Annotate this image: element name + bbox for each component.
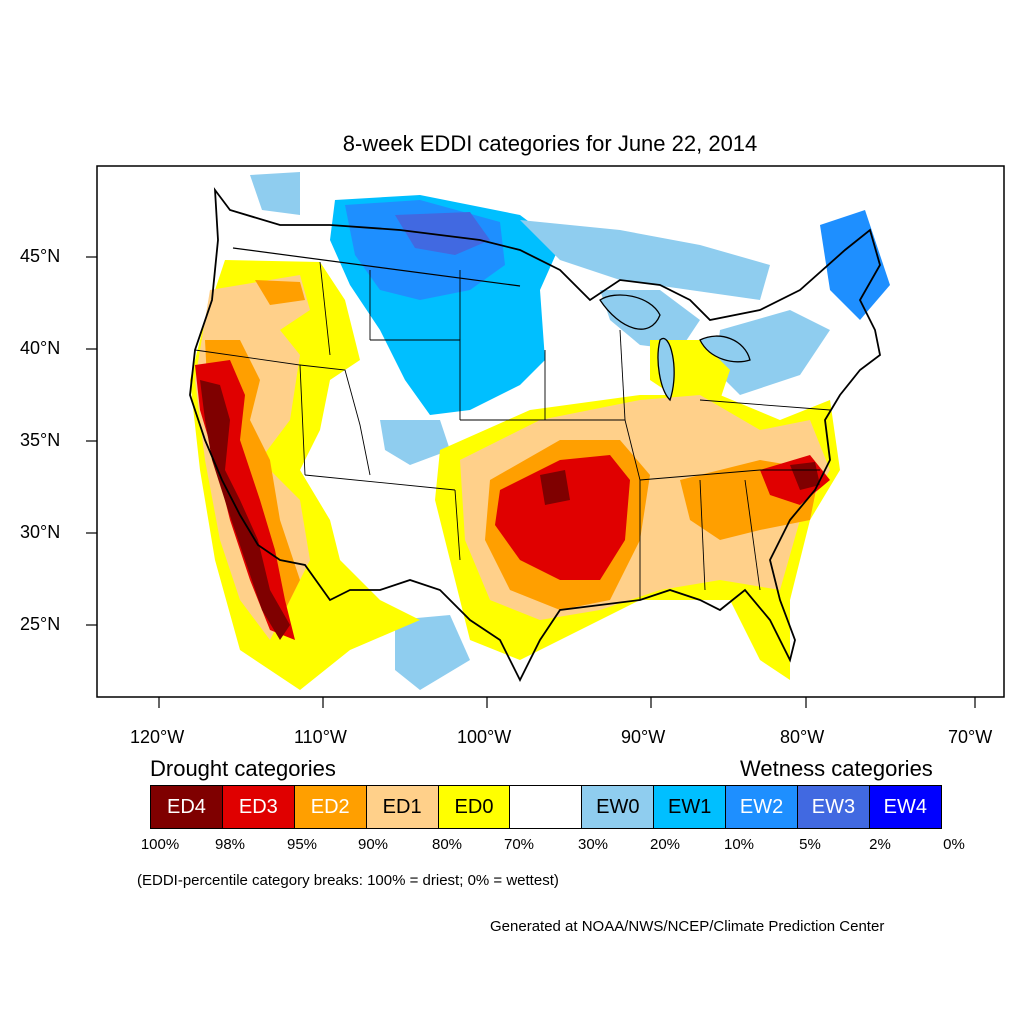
legend-normal	[509, 785, 583, 829]
break-70: 70%	[503, 836, 535, 853]
legend-ed0: ED0	[437, 785, 511, 829]
credit-line: Generated at NOAA/NWS/NCEP/Climate Predi…	[490, 918, 885, 935]
wet-area-canada-bc	[250, 172, 300, 215]
map-frame	[96, 165, 1005, 698]
lon-label-120: 120°W	[130, 727, 185, 747]
break-95: 95%	[286, 836, 318, 853]
drought-ed2-oregon	[255, 280, 305, 305]
break-2: 2%	[869, 836, 891, 853]
drought-ed4-nc	[790, 462, 820, 490]
legend-color-bar: ED4 ED3 ED2 ED1 ED0 EW0 EW1 EW2 EW3 EW4	[150, 785, 942, 829]
legend-ew1: EW1	[653, 785, 727, 829]
drought-heading: Drought categories	[150, 756, 336, 781]
great-lakes	[599, 294, 751, 402]
legend-ew0: EW0	[581, 785, 655, 829]
lon-ticks	[158, 697, 976, 708]
wet-area-colorado	[380, 420, 450, 465]
legend-ed3: ED3	[221, 785, 295, 829]
wet-area-ne-ew0	[715, 310, 830, 395]
us-canada-border	[232, 247, 521, 287]
wet-area-mexico	[395, 615, 470, 690]
lat-ticks	[86, 256, 97, 626]
lat-label-45: 45°N	[20, 246, 61, 266]
break-100: 100%	[140, 836, 180, 853]
lat-label-25: 25°N	[20, 614, 61, 634]
wet-area-ew0-north	[520, 220, 770, 300]
lon-label-80: 80°W	[780, 727, 825, 747]
lon-label-70: 70°W	[948, 727, 993, 747]
legend-ed2: ED2	[293, 785, 367, 829]
break-30: 30%	[577, 836, 609, 853]
us-outline	[189, 187, 881, 683]
drought-ed3-south	[495, 455, 630, 580]
drought-ed4-oklahoma	[540, 470, 570, 505]
legend-ew2: EW2	[725, 785, 799, 829]
lon-label-100: 100°W	[457, 727, 512, 747]
lat-label-40: 40°N	[20, 338, 61, 358]
legend-ed4: ED4	[150, 785, 223, 829]
eddi-map	[86, 165, 1005, 708]
legend-ew4: EW4	[868, 785, 942, 829]
lon-label-110: 110°W	[294, 727, 347, 747]
break-5: 5%	[799, 836, 821, 853]
lat-label-35: 35°N	[20, 430, 61, 450]
break-90: 90%	[357, 836, 389, 853]
legend-ew3: EW3	[797, 785, 870, 829]
wetness-heading: Wetness categories	[740, 756, 933, 781]
state-lines	[194, 261, 831, 600]
break-10: 10%	[723, 836, 755, 853]
wet-area-ew3	[395, 212, 490, 255]
break-0: 0%	[943, 836, 965, 853]
break-20: 20%	[649, 836, 681, 853]
category-note: (EDDI-percentile category breaks: 100% =…	[137, 872, 559, 889]
lon-label-90: 90°W	[621, 727, 666, 747]
lat-label-30: 30°N	[20, 522, 61, 542]
break-80: 80%	[431, 836, 463, 853]
map-title: 8-week EDDI categories for June 22, 2014	[342, 131, 758, 156]
break-98: 98%	[214, 836, 246, 853]
drought-ed4-california	[200, 380, 290, 640]
legend-ed1: ED1	[365, 785, 439, 829]
